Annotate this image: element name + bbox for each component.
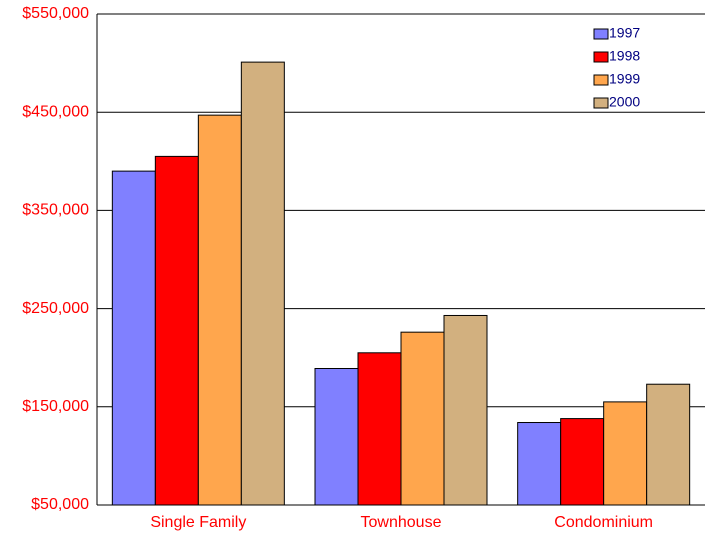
legend-label: 1997	[609, 25, 640, 41]
legend-swatch	[593, 28, 609, 40]
y-tick-label: $350,000	[22, 202, 89, 219]
bar	[646, 383, 691, 506]
y-tick-label: $150,000	[22, 398, 89, 415]
bar	[443, 314, 488, 506]
bar	[111, 170, 156, 506]
bar	[603, 401, 648, 506]
bar	[154, 155, 199, 506]
y-tick-label: $450,000	[22, 103, 89, 120]
bar	[517, 422, 562, 506]
legend-label: 2000	[609, 94, 640, 110]
legend-label: 1998	[609, 48, 640, 64]
x-tick-label: Townhouse	[361, 514, 442, 531]
x-tick-label: Condominium	[554, 514, 653, 531]
y-tick-label: $50,000	[31, 496, 89, 513]
y-tick-label: $250,000	[22, 300, 89, 317]
bar	[240, 61, 285, 506]
legend-swatch	[593, 74, 609, 86]
x-tick-label: Single Family	[150, 514, 246, 531]
bar	[357, 352, 402, 506]
legend-swatch	[593, 51, 609, 63]
bar	[560, 418, 605, 506]
bar	[400, 331, 445, 506]
bar	[314, 368, 359, 506]
y-tick-label: $550,000	[22, 5, 89, 22]
legend-swatch	[593, 97, 609, 109]
legend-label: 1999	[609, 71, 640, 87]
bar	[197, 114, 242, 506]
